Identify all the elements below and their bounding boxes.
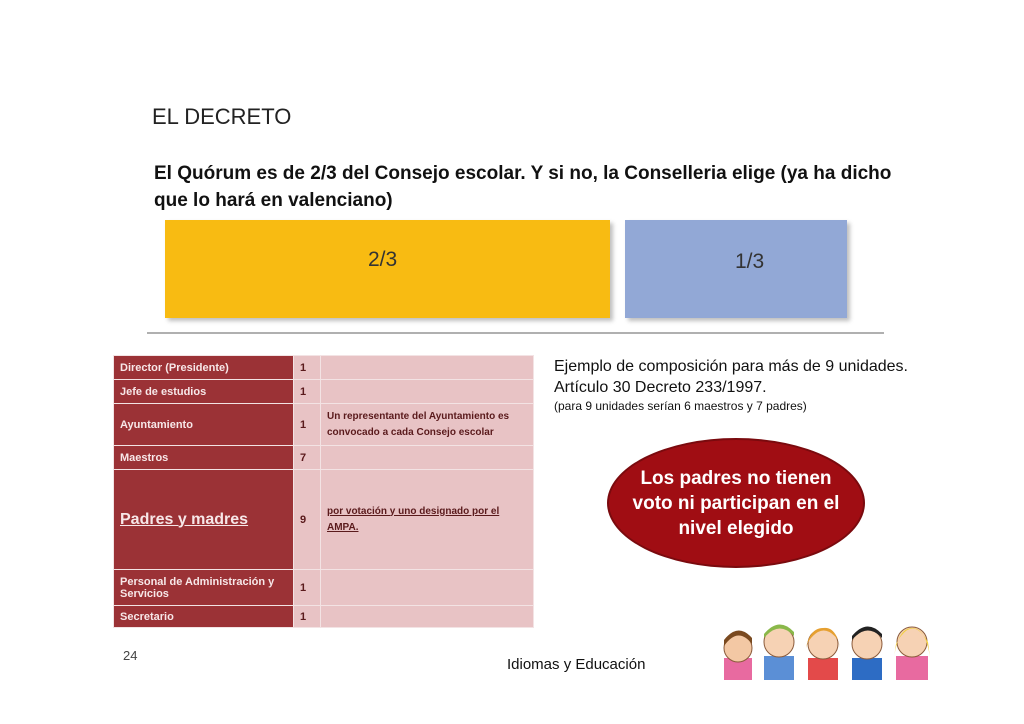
table-row: Jefe de estudios 1 [113,379,534,404]
quorum-bar-two-thirds: 2/3 [165,220,610,318]
composition-table: Director (Presidente) 1 Jefe de estudios… [113,355,534,628]
table-row: Secretario 1 [113,605,534,628]
table-cell-count: 1 [293,605,321,628]
quorum-bar-one-third: 1/3 [625,220,847,318]
children-illustration [723,624,930,680]
table-cell-detail [320,569,534,606]
table-row: Director (Presidente) 1 [113,355,534,380]
table-row: Padres y madres 9 por votación y uno des… [113,469,534,570]
table-row: Maestros 7 [113,445,534,470]
table-cell-detail [320,445,534,470]
table-cell-detail: por votación y uno designado por el AMPA… [320,469,534,570]
divider-line [147,332,884,334]
table-cell-count: 1 [293,355,321,380]
child-figure [763,624,795,680]
table-row: Personal de Administración y Servicios 1 [113,569,534,606]
table-cell-role: Personal de Administración y Servicios [113,569,294,606]
table-cell-role: Ayuntamiento [113,403,294,446]
table-cell-role: Jefe de estudios [113,379,294,404]
composition-note: Ejemplo de composición para más de 9 uni… [554,356,914,414]
table-row: Ayuntamiento 1 Un representante del Ayun… [113,403,534,446]
table-cell-role: Padres y madres [113,469,294,570]
callout-text: Los padres no tienen voto ni participan … [632,467,840,539]
table-cell-role: Director (Presidente) [113,355,294,380]
table-cell-count: 7 [293,445,321,470]
table-cell-role: Maestros [113,445,294,470]
child-figure [894,626,930,680]
child-figure [806,627,840,680]
table-cell-count: 1 [293,403,321,446]
child-figure [723,630,753,680]
note-small: (para 9 unidades serían 6 maestros y 7 p… [554,399,807,413]
slide-subtitle: El Quórum es de 2/3 del Consejo escolar.… [154,163,892,211]
table-cell-role: Secretario [113,605,294,628]
table-cell-count: 1 [293,569,321,606]
table-cell-detail [320,379,534,404]
page-number: 24 [123,648,138,663]
table-cell-detail: Un representante del Ayuntamiento es con… [320,403,534,446]
quorum-bar-label: 2/3 [368,248,398,271]
table-cell-detail [320,355,534,380]
slide-title: EL DECRETO [152,104,292,129]
table-cell-count: 9 [293,469,321,570]
note-main: Ejemplo de composición para más de 9 uni… [554,358,908,396]
quorum-bar-label: 1/3 [735,250,765,273]
child-figure [851,626,883,680]
footer-text: Idiomas y Educación [507,656,646,673]
callout-oval: Los padres no tienen voto ni participan … [607,438,865,568]
table-cell-count: 1 [293,379,321,404]
table-cell-detail [320,605,534,628]
